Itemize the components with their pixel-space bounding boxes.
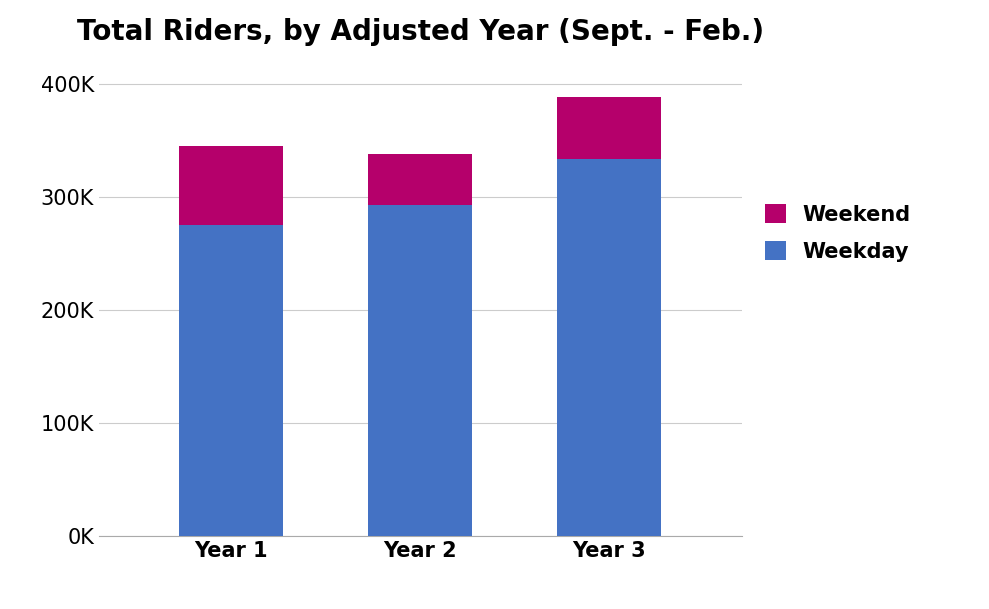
Bar — [558, 97, 662, 160]
Bar — [179, 146, 283, 225]
Bar — [368, 205, 473, 536]
Bar — [558, 160, 662, 536]
Title: Total Riders, by Adjusted Year (Sept. - Feb.): Total Riders, by Adjusted Year (Sept. - … — [77, 18, 764, 46]
Bar — [368, 153, 473, 205]
Bar — [179, 225, 283, 536]
Legend: Weekend, Weekday: Weekend, Weekday — [765, 205, 911, 262]
